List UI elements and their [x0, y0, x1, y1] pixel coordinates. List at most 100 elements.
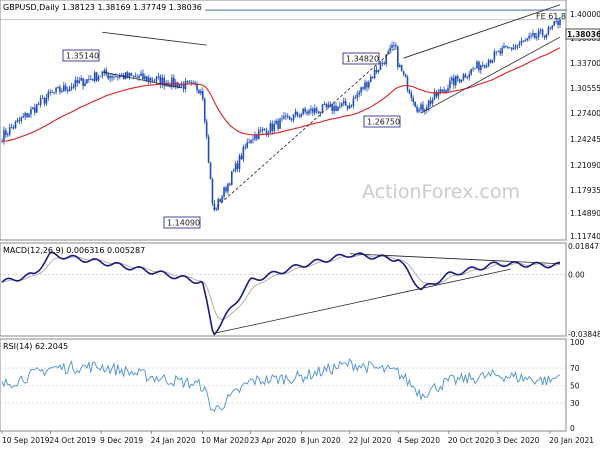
price-candle	[495, 51, 498, 56]
price-candle	[84, 79, 86, 87]
price-candle	[485, 63, 488, 69]
price-candle	[447, 84, 449, 92]
price-candle	[124, 72, 127, 80]
price-candle	[57, 86, 59, 89]
price-candle	[113, 73, 115, 80]
price-candle	[45, 93, 48, 106]
price-candle	[339, 101, 341, 109]
price-candle	[344, 98, 347, 106]
price-candle	[28, 112, 30, 118]
price-candle	[425, 104, 428, 114]
price-candle	[559, 17, 561, 28]
price-candle	[80, 75, 82, 82]
svg-text:1.38036: 1.38036	[567, 30, 600, 39]
price-candle	[360, 86, 362, 97]
price-candle	[64, 82, 67, 92]
price-candle	[487, 58, 490, 68]
price-candle	[470, 68, 472, 76]
price-candle	[408, 88, 411, 95]
price-candle	[6, 132, 9, 137]
price-candle	[229, 182, 231, 186]
price-candle	[286, 113, 289, 120]
price-candle	[61, 88, 63, 93]
price-candle	[271, 120, 274, 135]
price-candle	[483, 64, 486, 69]
price-candle	[95, 71, 98, 82]
price-y-tick: 1.30555	[570, 84, 600, 93]
price-panel-title: GBPUSD,Daily 1.38123 1.38169 1.37749 1.3…	[3, 3, 202, 12]
price-candle	[543, 35, 546, 40]
price-candle	[213, 199, 216, 212]
price-candle	[26, 112, 28, 118]
price-candle	[312, 107, 314, 117]
price-candle	[398, 63, 401, 68]
price-candle	[362, 86, 364, 91]
price-candle	[273, 120, 276, 134]
price-candle	[103, 68, 106, 76]
svg-text:1.14090: 1.14090	[167, 219, 200, 228]
price-candle	[151, 77, 154, 83]
x-tick-label: 20 Jan 2021	[549, 436, 594, 445]
price-candle	[387, 49, 389, 55]
price-candle	[371, 76, 374, 79]
price-candle	[308, 108, 310, 117]
price-candle	[290, 117, 293, 122]
macd-panel-title: MACD(12,26,9) 0.006316 0.005287	[3, 246, 145, 255]
price-candle	[34, 103, 36, 116]
price-candle	[342, 97, 345, 107]
price-candle	[507, 45, 509, 49]
price-candle	[176, 82, 179, 89]
price-candle	[263, 127, 266, 131]
price-candle	[356, 90, 359, 102]
price-y-tick: 1.24245	[570, 135, 600, 144]
price-candle	[109, 73, 111, 83]
macd-plot	[0, 251, 566, 336]
price-candle	[259, 126, 262, 134]
lower-consolidation-line	[100, 71, 182, 89]
price-candle	[230, 170, 233, 186]
price-candle	[536, 32, 538, 41]
price-candle	[493, 48, 496, 63]
price-candle	[422, 101, 424, 113]
price-candle	[190, 79, 193, 86]
price-candle	[66, 86, 69, 94]
price-candle	[397, 45, 399, 70]
price-candle	[497, 50, 500, 53]
price-candle	[130, 72, 133, 76]
price-candle	[51, 89, 54, 93]
svg-text:1.34820: 1.34820	[346, 55, 379, 64]
price-candle	[225, 185, 227, 194]
price-candle	[313, 104, 316, 116]
price-candle	[5, 127, 7, 139]
price-candle	[93, 70, 96, 83]
price-y-tick: 1.14890	[570, 209, 600, 218]
price-candle	[32, 106, 34, 110]
price-candle	[406, 75, 409, 93]
macd-y-tick: 0.018471	[568, 242, 600, 251]
annotation-1-34820: 1.34820	[342, 52, 380, 65]
price-candle	[3, 126, 5, 145]
y-axis-labels: 1.400001.368851.337001.305551.274001.242…	[568, 10, 600, 433]
price-y-tick: 1.27400	[570, 109, 600, 118]
price-candle	[8, 123, 11, 137]
price-y-tick: 1.33700	[570, 59, 600, 68]
price-candle	[526, 37, 528, 42]
price-candle	[12, 124, 15, 130]
price-candle	[317, 110, 320, 115]
price-candle	[14, 120, 17, 129]
price-candle	[62, 81, 65, 92]
price-candle	[410, 90, 413, 102]
price-candle	[117, 76, 119, 81]
price-candle	[537, 27, 540, 40]
price-candle	[547, 25, 550, 36]
price-candle	[182, 81, 185, 93]
price-candle	[248, 138, 250, 144]
price-candle	[252, 135, 254, 144]
price-candle	[337, 106, 339, 112]
price-candle	[55, 86, 57, 95]
price-candle	[254, 131, 256, 142]
price-candle	[134, 72, 137, 78]
price-candle	[323, 101, 326, 106]
price-candle	[97, 74, 100, 82]
